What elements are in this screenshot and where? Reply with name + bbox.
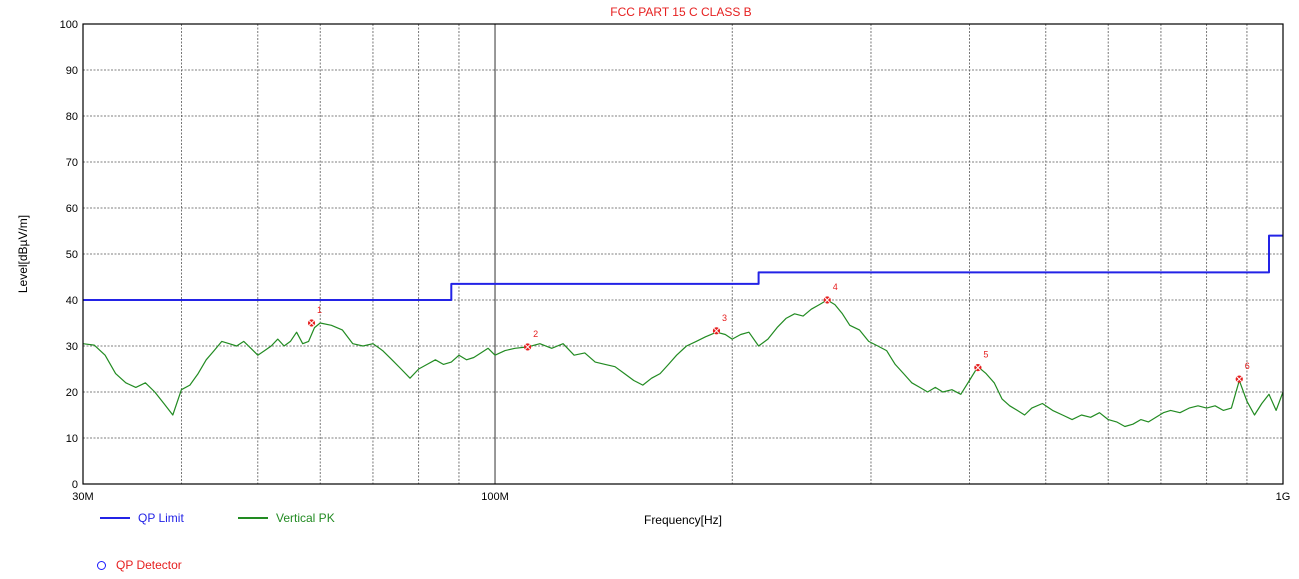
y-tick-label: 20 xyxy=(66,387,78,399)
peak-marker-label: 2 xyxy=(533,329,538,339)
y-tick-label: 90 xyxy=(66,65,78,77)
y-tick-label: 70 xyxy=(66,157,78,169)
x-tick-label: 30M xyxy=(72,491,93,503)
legend-label-vertical-pk: Vertical PK xyxy=(276,510,335,525)
series-vertical-pk xyxy=(82,299,1284,428)
y-tick-label: 0 xyxy=(72,479,78,491)
peak-marker-label: 1 xyxy=(317,305,322,315)
peak-marker-6: 6 xyxy=(1235,361,1250,383)
x-tick-label: 1G xyxy=(1276,491,1291,503)
y-tick-label: 10 xyxy=(66,433,78,445)
peak-marker-cross xyxy=(975,364,981,371)
peak-marker-4: 4 xyxy=(823,282,838,304)
peak-marker-5: 5 xyxy=(974,350,988,372)
peak-marker-cross xyxy=(824,297,831,303)
qp-detector-icon xyxy=(97,561,106,571)
x-tick-label: 100M xyxy=(481,491,509,503)
y-tick-label: 50 xyxy=(66,249,78,261)
peak-marker-cross xyxy=(308,320,315,326)
chart-markers: 1 2 3 4 5 6 xyxy=(307,282,1250,383)
peak-marker-label: 5 xyxy=(983,350,988,360)
x-axis-ticks: 30M 100M 1G xyxy=(72,491,1290,503)
plot-frame xyxy=(82,23,1284,485)
legend-swatch-vertical-pk xyxy=(238,516,268,519)
qp-detector-legend: QP Detector xyxy=(97,558,182,572)
peak-marker-1: 1 xyxy=(307,305,322,327)
qp-detector-label: QP Detector xyxy=(116,558,182,572)
legend-swatch-qp-limit xyxy=(100,516,130,519)
legend-label-qp-limit: QP Limit xyxy=(138,510,184,525)
y-axis-label: Level[dBµV/m] xyxy=(16,215,30,293)
peak-marker-2: 2 xyxy=(524,329,538,351)
y-tick-label: 40 xyxy=(66,295,78,307)
y-tick-label: 100 xyxy=(60,19,78,31)
y-axis-ticks: 0 10 20 30 40 50 60 70 80 90 100 xyxy=(60,19,78,491)
peak-marker-label: 6 xyxy=(1245,361,1250,371)
peak-marker-label: 3 xyxy=(722,313,727,323)
y-tick-label: 80 xyxy=(66,111,78,123)
peak-marker-cross xyxy=(713,327,720,334)
peak-marker-3: 3 xyxy=(712,313,727,335)
y-tick-label: 30 xyxy=(66,341,78,353)
series-qp-limit xyxy=(83,234,1283,301)
legend-qp-limit: QP Limit xyxy=(100,510,184,525)
x-axis-label: Frequency[Hz] xyxy=(644,513,722,527)
peak-marker-cross xyxy=(1236,376,1243,382)
peak-marker-label: 4 xyxy=(833,282,838,292)
legend-vertical-pk: Vertical PK xyxy=(238,510,335,525)
chart-series xyxy=(82,234,1284,428)
y-tick-label: 60 xyxy=(66,203,78,215)
peak-marker-cross xyxy=(524,344,531,350)
chart-title: FCC PART 15 C CLASS B xyxy=(610,5,751,19)
